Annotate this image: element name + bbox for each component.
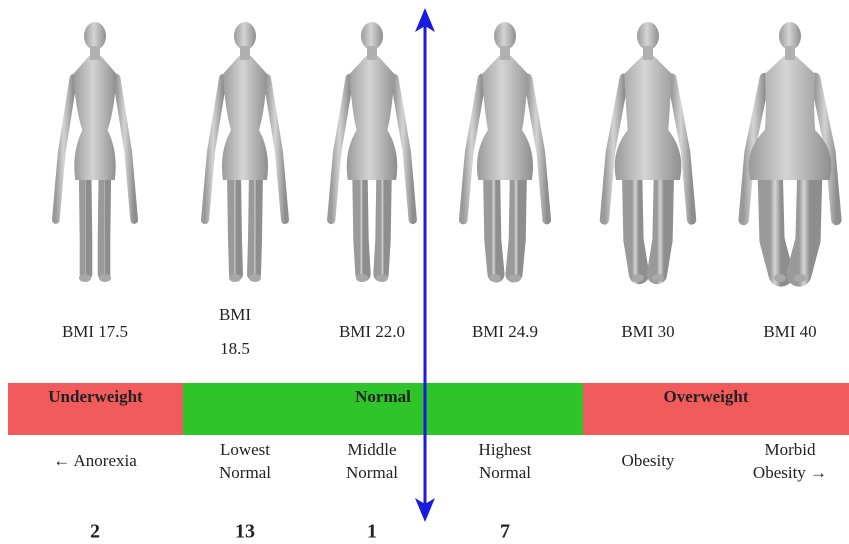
texts: BMI 17.5 BMI 18.5 BMI 22.0 BMI 24.9 BMI 30 BMI… (53, 305, 827, 543)
body-figure (458, 22, 552, 283)
arrow-head-bottom (415, 498, 435, 522)
torso (748, 56, 832, 180)
leg (352, 164, 371, 282)
leg (757, 159, 794, 287)
torso (614, 56, 682, 180)
torso (476, 56, 534, 180)
foot (99, 274, 111, 282)
neck (643, 46, 653, 60)
body-figure (738, 22, 842, 287)
bmi-label: BMI 22.0 (339, 322, 405, 341)
arm (51, 74, 78, 224)
body-figure (327, 22, 417, 282)
head (361, 22, 383, 50)
neck (240, 46, 250, 60)
arm (263, 74, 289, 224)
neck (500, 46, 510, 60)
foot (356, 274, 368, 282)
arm (201, 74, 227, 224)
arm (327, 73, 354, 225)
head (494, 22, 516, 50)
category-band (8, 383, 183, 435)
arm (390, 73, 417, 225)
foot (376, 274, 388, 282)
arm (738, 72, 770, 226)
foot (794, 274, 806, 282)
foot (774, 274, 786, 282)
count: 7 (500, 521, 510, 543)
neck (90, 46, 100, 60)
description: Normal (346, 463, 398, 482)
leg (505, 163, 527, 283)
description: Middle (347, 440, 396, 459)
arrow-head-top (415, 8, 435, 32)
bmi-label: BMI 17.5 (62, 322, 128, 341)
torso (222, 56, 268, 180)
category-band (583, 383, 849, 435)
leg (621, 161, 650, 285)
foot (79, 274, 91, 282)
bmi-label: BMI 40 (763, 322, 816, 341)
bmi-label: BMI 30 (621, 322, 674, 341)
neck (367, 46, 377, 60)
description: Obesity → (753, 463, 827, 482)
torso (346, 56, 398, 180)
description: Highest (479, 440, 532, 459)
leg (78, 165, 93, 281)
band-label: Underweight (48, 387, 143, 406)
foot (652, 274, 664, 282)
body-figure (599, 22, 697, 285)
bmi-label: BMI (219, 305, 251, 324)
description: Morbid (765, 440, 817, 459)
arm (458, 73, 487, 225)
divider-arrow (415, 8, 435, 522)
head (779, 22, 801, 50)
band-label: Overweight (664, 387, 749, 406)
description: Normal (479, 463, 531, 482)
category-band (183, 383, 583, 435)
count: 1 (367, 521, 377, 543)
leg (247, 165, 263, 281)
count: 2 (90, 521, 100, 543)
bmi-label: 18.5 (220, 339, 250, 358)
bands: Underweight Normal Overweight (8, 383, 849, 435)
description: Normal (219, 463, 271, 482)
head (637, 22, 659, 50)
neck (785, 46, 795, 60)
leg (483, 163, 505, 283)
leg (786, 159, 823, 287)
foot (249, 274, 261, 282)
torso (73, 56, 117, 180)
head (84, 22, 106, 50)
foot (632, 274, 644, 282)
leg (97, 165, 112, 281)
figures (51, 22, 842, 287)
arm (810, 72, 842, 226)
leg (227, 165, 243, 281)
body-figure (201, 22, 289, 282)
leg (373, 164, 392, 282)
head (234, 22, 256, 50)
foot (229, 274, 241, 282)
description: Lowest (220, 440, 270, 459)
foot (489, 274, 501, 282)
leg (646, 161, 675, 285)
bmi-label: BMI 24.9 (472, 322, 538, 341)
band-label: Normal (355, 387, 411, 406)
count: 13 (235, 521, 255, 543)
arm (667, 73, 697, 225)
arm (599, 73, 629, 225)
description: ← Anorexia (53, 451, 137, 470)
arm (523, 73, 552, 225)
body-figure (51, 22, 139, 282)
foot (509, 274, 521, 282)
description: Obesity (622, 451, 675, 470)
arm (112, 74, 139, 224)
